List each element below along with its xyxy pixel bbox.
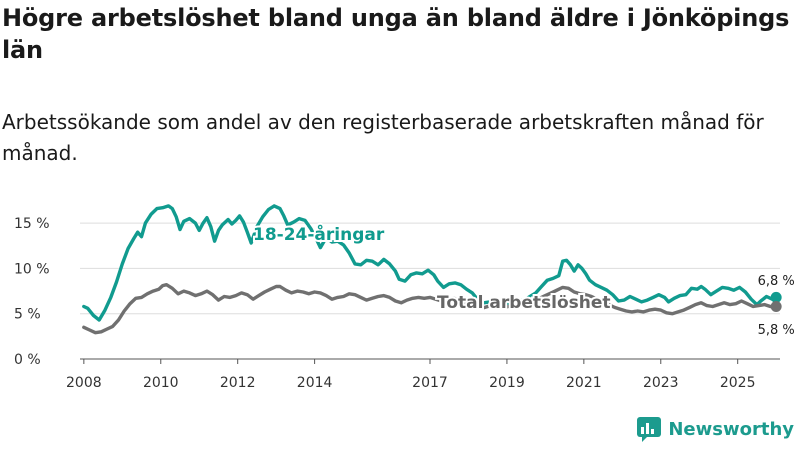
series-end-point-young	[770, 291, 782, 303]
x-tick-label: 2017	[412, 375, 448, 391]
x-tick-label: 2008	[66, 375, 102, 391]
x-tick-label: 2010	[143, 375, 179, 391]
series-lines	[82, 204, 782, 335]
series-labels: 18-24-åringar Total arbetslöshet 6,8 % 5,8 …	[251, 221, 795, 338]
series-label-young: 18-24-åringar	[253, 223, 385, 245]
brand-name: Newsworthy	[668, 418, 794, 440]
x-tick-label: 2021	[566, 375, 602, 391]
x-tick-label: 2019	[489, 375, 525, 391]
chart-title: Högre arbetslöshet bland unga än bland ä…	[2, 4, 790, 64]
series-label-total: Total arbetslöshet	[437, 293, 611, 313]
x-tick-label: 2025	[720, 375, 756, 391]
axis: 0 % 5 % 10 % 15 % 2008 2010 2012 2014 2017 2019 20…	[14, 216, 780, 391]
x-tick-label: 2014	[297, 375, 333, 391]
x-tick-label: 2012	[220, 375, 256, 391]
newsworthy-logo: Newsworthy	[636, 416, 794, 442]
y-tick-label: 0 %	[14, 352, 41, 368]
y-tick-label: 5 %	[14, 307, 41, 323]
end-value-label-young: 6,8 %	[758, 274, 795, 289]
chart-subtitle: Arbetssökande som andel av den registerb…	[2, 110, 764, 165]
series-end-point-total	[770, 300, 782, 312]
series-line-total	[82, 283, 778, 335]
y-tick-label: 10 %	[14, 261, 50, 277]
newsworthy-logo-icon	[637, 417, 662, 442]
series-line-young	[82, 204, 778, 322]
y-tick-label: 15 %	[14, 216, 50, 232]
x-tick-label: 2023	[643, 375, 679, 391]
end-value-label-total: 5,8 %	[758, 323, 795, 338]
